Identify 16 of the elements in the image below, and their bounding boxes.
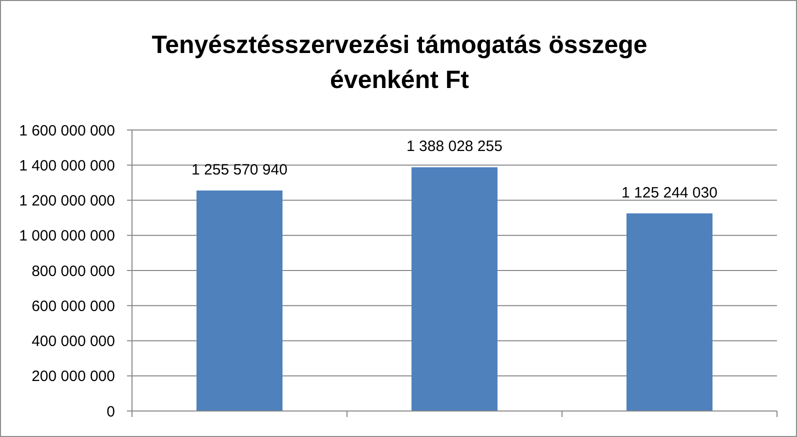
- bar: [412, 167, 498, 411]
- y-tick-label: 1 400 000 000: [19, 157, 115, 174]
- y-tick-label: 0: [106, 403, 115, 420]
- y-tick-label: 800 000 000: [32, 262, 115, 280]
- y-tick-label: 200 000 000: [32, 368, 115, 386]
- bar: [626, 213, 712, 411]
- y-tick-label: 1 200 000 000: [19, 192, 115, 210]
- data-label: 1 255 570 940: [192, 161, 288, 178]
- y-tick-label: 400 000 000: [32, 333, 115, 350]
- data-label: 1 125 244 030: [622, 184, 718, 202]
- y-tick-label: 1 000 000 000: [19, 228, 115, 245]
- bar: [196, 190, 282, 411]
- chart-title: Tenyésztésszervezési támogatás összege évenként Ft: [150, 30, 648, 96]
- y-tick-label: 1 600 000 000: [19, 122, 115, 140]
- data-label: 1 388 028 255: [406, 138, 502, 156]
- y-tick-label: 600 000 000: [32, 298, 115, 315]
